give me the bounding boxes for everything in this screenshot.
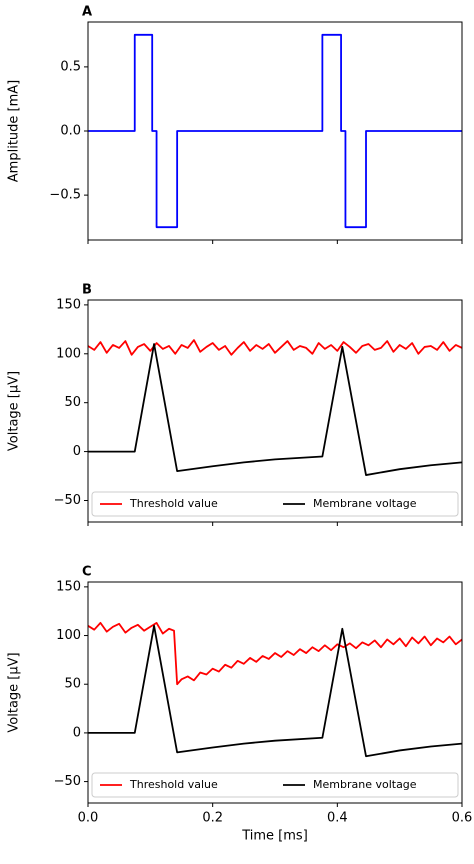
y-tick-label: 0.0	[60, 124, 81, 139]
line	[88, 624, 462, 758]
y-axis-label: Amplitude [mA]	[7, 80, 22, 182]
y-tick-label: −50	[54, 493, 81, 508]
y-tick-label: 100	[56, 346, 81, 361]
x-axis-label: Time [ms]	[241, 829, 308, 844]
line	[88, 621, 462, 686]
legend-label: Threshold value	[129, 778, 218, 791]
panel-title: A	[82, 5, 92, 20]
y-tick-label: 50	[64, 677, 81, 692]
axes-frame	[87, 21, 463, 241]
y-tick-label: 100	[56, 628, 81, 643]
legend-box	[91, 491, 459, 517]
line	[88, 33, 462, 229]
legend-label: Membrane voltage	[313, 778, 417, 791]
line	[88, 343, 462, 476]
y-tick-label: 0	[73, 725, 81, 740]
y-tick-label: −50	[54, 774, 81, 789]
y-tick-label: 0.5	[60, 59, 81, 74]
panel-title: B	[82, 283, 92, 298]
y-tick-label: 150	[56, 579, 81, 594]
x-tick-label: 0.6	[452, 811, 473, 826]
line	[88, 339, 462, 356]
y-tick-label: 0	[73, 444, 81, 459]
x-tick-label: 0.0	[78, 811, 99, 826]
y-axis-label: Voltage [μV]	[7, 371, 22, 451]
axes-frame	[87, 299, 463, 523]
x-tick-label: 0.2	[202, 811, 223, 826]
panel-title: C	[82, 565, 92, 580]
legend-label: Membrane voltage	[313, 497, 417, 510]
y-tick-label: −0.5	[49, 188, 81, 203]
legend-label: Threshold value	[129, 497, 218, 510]
y-tick-label: 150	[56, 297, 81, 312]
y-axis-label: Voltage [μV]	[7, 652, 22, 732]
axes-frame	[87, 581, 463, 804]
x-tick-label: 0.4	[327, 811, 348, 826]
legend-box	[91, 772, 459, 798]
y-tick-label: 50	[64, 395, 81, 410]
